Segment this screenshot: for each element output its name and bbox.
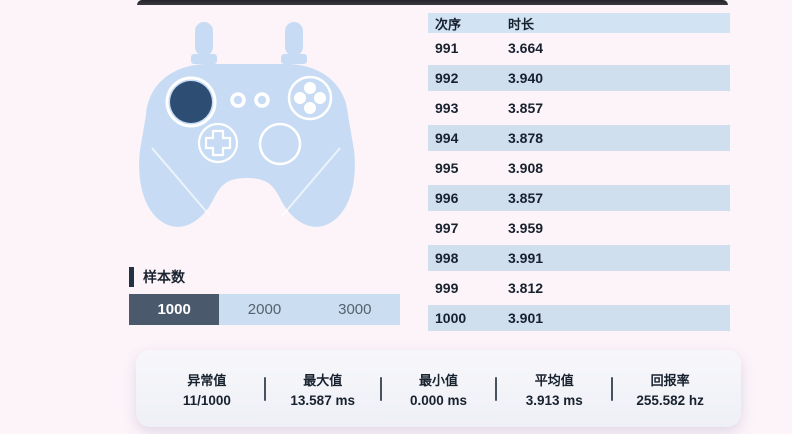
duration-cell: 3.901 (508, 310, 544, 326)
sample-count-section: 样本数 (129, 267, 185, 287)
sample-count-segmented-control: 1000 2000 3000 (129, 294, 400, 325)
stat-label: 最小值 (418, 372, 458, 388)
duration-cell: 3.991 (508, 250, 544, 266)
table-row: 998 3.991 (428, 243, 730, 273)
stat-value: 255.582 hz (636, 392, 704, 408)
stat-polling-rate: 回报率 255.582 hz (613, 370, 727, 408)
stat-label: 回报率 (650, 372, 690, 388)
abxy-buttons-icon (287, 75, 333, 121)
column-header-duration: 时长 (508, 16, 535, 32)
sequence-cell: 997 (435, 220, 459, 236)
stat-divider (611, 376, 614, 401)
results-table: 次序 时长 991 3.664 992 3.940 993 3.857 994 3.87… (428, 13, 730, 333)
stat-min: 最小值 0.000 ms (382, 370, 496, 408)
table-row: 993 3.857 (428, 93, 730, 123)
menu-button-icon (254, 92, 270, 108)
duration-cell: 3.857 (508, 190, 544, 206)
table-row: 999 3.812 (428, 273, 730, 303)
stat-max: 最大值 13.587 ms (266, 370, 380, 408)
table-row: 994 3.878 (428, 123, 730, 153)
left-crease (151, 147, 211, 217)
window-top-edge (137, 0, 728, 5)
table-row: 996 3.857 (428, 183, 730, 213)
stats-card: 异常值 11/1000 最大值 13.587 ms 最小值 0.000 ms 平… (136, 350, 741, 427)
stat-label: 平均值 (534, 372, 574, 388)
section-marker (129, 267, 134, 287)
dpad-icon (197, 122, 239, 164)
duration-cell: 3.878 (508, 130, 544, 146)
stat-value: 11/1000 (182, 392, 231, 408)
table-row: 997 3.959 (428, 213, 730, 243)
sequence-cell: 995 (435, 160, 459, 176)
stat-label: 异常值 (187, 372, 227, 388)
stat-outliers: 异常值 11/1000 (150, 370, 264, 408)
right-antenna-icon (281, 22, 307, 64)
stat-divider (495, 376, 498, 401)
duration-cell: 3.908 (508, 160, 544, 176)
left-stick-icon (170, 81, 212, 123)
duration-cell: 3.664 (508, 40, 544, 56)
stat-divider (379, 376, 382, 401)
table-row: 991 3.664 (428, 33, 730, 63)
view-button-icon (230, 92, 246, 108)
sequence-cell: 993 (435, 100, 459, 116)
sequence-cell: 1000 (435, 310, 467, 326)
duration-cell: 3.959 (508, 220, 544, 236)
duration-cell: 3.940 (508, 70, 544, 86)
table-row: 995 3.908 (428, 153, 730, 183)
sample-option-1000[interactable]: 1000 (129, 294, 220, 325)
duration-cell: 3.812 (508, 280, 544, 296)
stat-label: 最大值 (303, 372, 343, 388)
sample-option-3000[interactable]: 3000 (309, 294, 400, 325)
left-antenna-icon (191, 22, 217, 64)
sample-option-2000[interactable]: 2000 (219, 294, 310, 325)
stat-value: 3.913 ms (525, 392, 583, 408)
stat-value: 13.587 ms (290, 392, 355, 408)
right-crease (281, 147, 341, 217)
sequence-cell: 994 (435, 130, 459, 146)
table-row: 992 3.940 (428, 63, 730, 93)
stat-value: 0.000 ms (409, 392, 468, 408)
sequence-cell: 999 (435, 280, 459, 296)
stat-divider (263, 376, 266, 401)
sequence-cell: 992 (435, 70, 459, 86)
sequence-cell: 998 (435, 250, 459, 266)
right-stick-icon (258, 122, 302, 166)
left-stick-ring (165, 76, 217, 128)
sequence-cell: 991 (435, 40, 459, 56)
table-header-row: 次序 时长 (428, 13, 730, 33)
sequence-cell: 996 (435, 190, 459, 206)
sample-count-label: 样本数 (143, 269, 185, 285)
table-row: 1000 3.901 (428, 303, 730, 333)
stat-average: 平均值 3.913 ms (497, 370, 611, 408)
column-header-sequence: 次序 (435, 16, 462, 32)
duration-cell: 3.857 (508, 100, 544, 116)
gamepad-illustration (139, 22, 355, 227)
